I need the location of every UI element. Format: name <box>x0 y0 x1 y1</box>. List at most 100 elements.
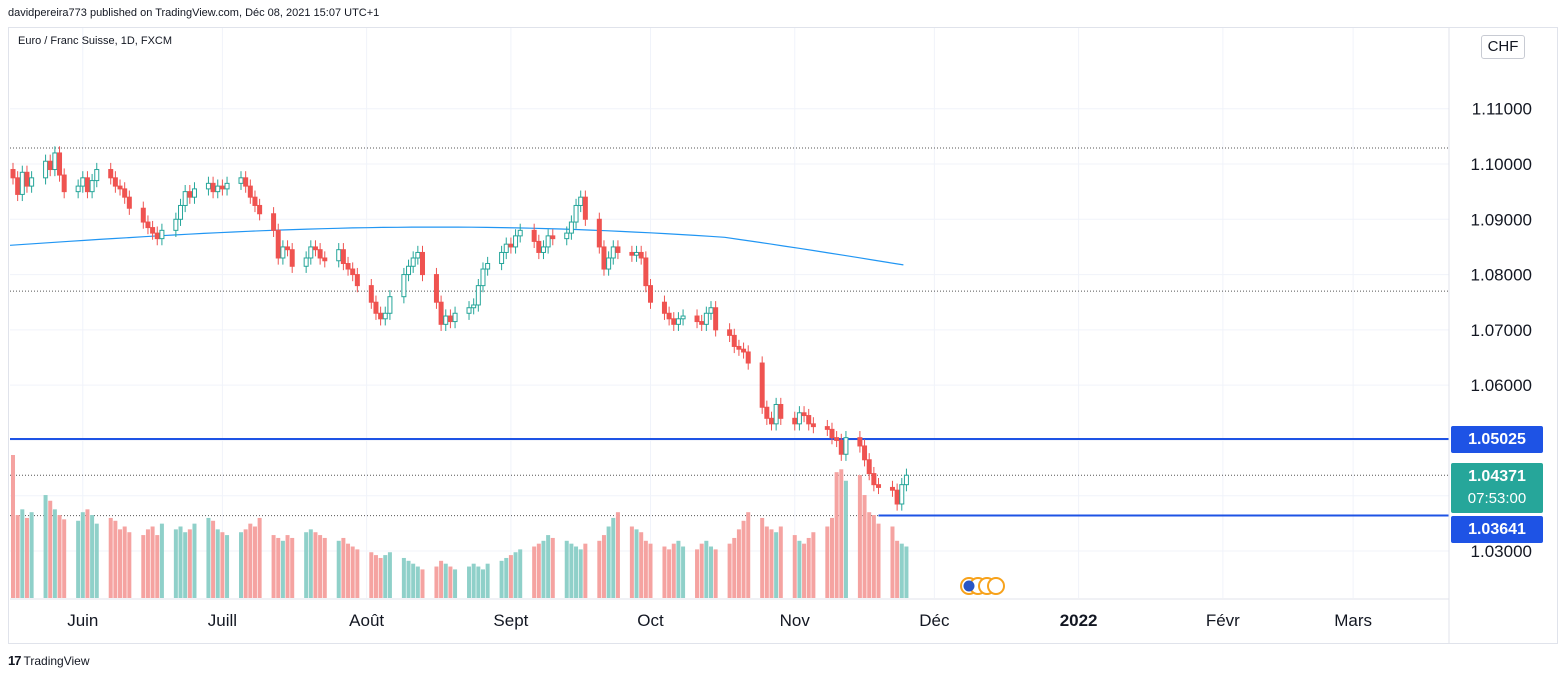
candle-down <box>257 204 263 215</box>
candle-up <box>843 437 849 455</box>
volume-bar <box>159 523 164 598</box>
volume-bar <box>639 532 644 598</box>
candle-down <box>312 246 318 251</box>
candle-up <box>480 268 486 287</box>
candle-down <box>810 423 816 428</box>
volume-bar <box>308 529 313 598</box>
candle-down <box>601 246 607 270</box>
volume-bar <box>290 537 295 598</box>
volume-bar <box>667 549 672 598</box>
volume-bar <box>122 526 127 598</box>
volume-bar <box>695 549 700 598</box>
volume-bar <box>285 535 290 598</box>
volume-bar <box>806 537 811 598</box>
volume-bar <box>211 520 216 598</box>
x-tick-label: 2022 <box>1060 611 1098 630</box>
candle-down <box>894 489 900 505</box>
current-price-tag: 1.04371 07:53:00 <box>1451 463 1543 513</box>
candle-up <box>215 185 221 193</box>
volume-bar <box>825 526 830 598</box>
volume-bar <box>80 512 85 598</box>
volume-bar <box>220 532 225 598</box>
volume-bar <box>843 480 848 598</box>
volume-bar <box>415 566 420 598</box>
volume-bar <box>513 552 518 598</box>
volume-bar <box>629 526 634 598</box>
volume-bar <box>448 566 453 598</box>
candle-up <box>610 246 616 259</box>
y-tick-label: 1.03000 <box>1471 542 1532 561</box>
volume-bar <box>671 543 676 598</box>
volume-bar <box>746 512 751 598</box>
candle-down <box>876 484 882 488</box>
candle-up <box>564 232 570 240</box>
volume-bar <box>839 469 844 598</box>
volume-bar <box>141 535 146 598</box>
volume-bar <box>48 500 53 598</box>
candle-down <box>857 437 863 447</box>
candle-up <box>191 188 197 198</box>
volume-bar <box>904 546 909 598</box>
candle-down <box>117 185 123 190</box>
candle-down <box>550 235 556 240</box>
volume-bar <box>499 560 504 598</box>
candle-down <box>145 221 151 229</box>
volume-bar <box>271 535 276 598</box>
candle-up <box>19 171 25 195</box>
volume-bar <box>11 455 15 598</box>
volume-bar <box>578 549 583 598</box>
y-tick-label: 1.09000 <box>1471 210 1532 229</box>
candle-up <box>708 307 714 314</box>
x-tick-label: Sept <box>493 611 528 630</box>
volume-bar <box>546 535 551 598</box>
candle-down <box>289 249 295 267</box>
volume-bar <box>518 549 523 598</box>
volume-bar <box>90 515 95 598</box>
volume-bar <box>643 540 648 598</box>
volume-bar <box>439 560 444 598</box>
volume-bar <box>434 566 439 598</box>
candle-down <box>57 152 63 176</box>
currency-button[interactable]: CHF <box>1481 35 1525 59</box>
footer-brand-label: TradingView <box>23 653 90 668</box>
candle-down <box>792 417 798 425</box>
volume-bar <box>443 563 448 598</box>
candle-down <box>154 232 160 240</box>
x-tick-label: Mars <box>1334 611 1372 630</box>
candle-down <box>838 439 844 455</box>
candle-down <box>47 160 53 171</box>
volume-bar <box>713 549 718 598</box>
candle-down <box>643 257 649 287</box>
candle-down <box>419 251 425 276</box>
volume-layer <box>11 455 909 598</box>
candle-down <box>829 428 835 439</box>
volume-bar <box>304 532 309 598</box>
volume-bar <box>29 512 34 598</box>
volume-bar <box>257 517 262 598</box>
volume-bar <box>834 472 839 598</box>
footer-brand[interactable]: 17 TradingView <box>8 653 90 668</box>
volume-bar <box>346 543 351 598</box>
candle-down <box>112 177 118 187</box>
volume-bar <box>108 517 113 598</box>
candle-down <box>340 249 346 265</box>
candle-down <box>150 227 156 234</box>
volume-bar <box>569 543 574 598</box>
volume-bar <box>862 495 867 598</box>
x-tick-label: Août <box>349 611 384 630</box>
candle-up <box>80 177 86 187</box>
volume-bar <box>248 523 253 598</box>
volume-bar <box>20 509 25 598</box>
candle-up <box>182 191 188 206</box>
candle-down <box>252 196 258 206</box>
volume-bar <box>187 529 192 598</box>
volume-bar <box>769 529 774 598</box>
candle-up <box>545 235 551 248</box>
volume-bar <box>550 537 555 598</box>
volume-bar <box>336 540 341 598</box>
candle-down <box>317 249 323 259</box>
candle-up <box>303 257 309 267</box>
volume-bar <box>615 512 620 598</box>
volume-bar <box>699 543 704 598</box>
